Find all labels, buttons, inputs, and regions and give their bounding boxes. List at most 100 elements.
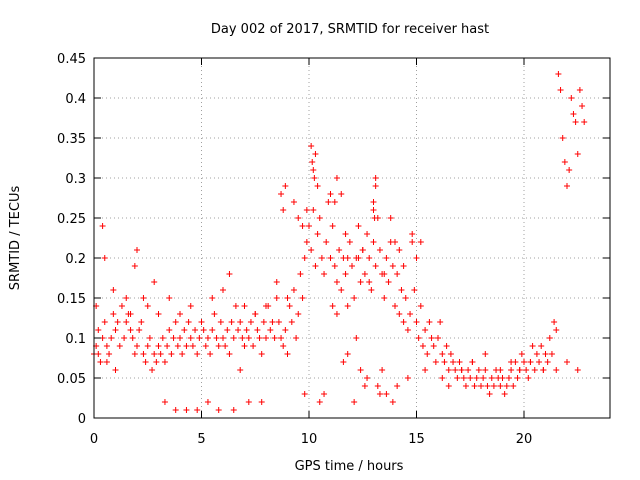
- plot-frame: [93, 57, 611, 419]
- x-axis-label: GPS time / hours: [295, 459, 404, 474]
- data-point: [439, 351, 446, 357]
- data-point: [215, 343, 222, 349]
- data-point: [295, 215, 302, 221]
- data-point: [417, 303, 424, 309]
- data-point: [527, 359, 534, 365]
- data-point: [454, 375, 461, 381]
- data-point: [396, 247, 403, 253]
- data-point: [280, 343, 287, 349]
- data-point: [376, 247, 383, 253]
- data-point: [123, 319, 130, 325]
- data-point: [226, 271, 233, 277]
- data-point: [311, 175, 318, 181]
- axis-ticks: [93, 57, 610, 419]
- data-point: [516, 367, 523, 373]
- data-point: [101, 255, 108, 261]
- data-point: [478, 383, 484, 389]
- data-point: [465, 367, 472, 373]
- data-point: [381, 271, 388, 277]
- data-point: [400, 319, 407, 325]
- data-point: [220, 287, 226, 293]
- data-point: [108, 335, 115, 341]
- y-tick-label: 0.45: [57, 52, 86, 67]
- data-point: [508, 367, 515, 373]
- data-point: [462, 383, 469, 389]
- data-point: [400, 263, 407, 269]
- data-point: [411, 287, 418, 293]
- data-point: [252, 311, 259, 317]
- data-point: [239, 335, 246, 341]
- data-point: [458, 367, 465, 373]
- x-tick-label: 10: [301, 432, 318, 447]
- data-point: [368, 287, 375, 293]
- data-point: [430, 343, 437, 349]
- data-point: [230, 335, 237, 341]
- data-point: [576, 87, 583, 93]
- data-point: [308, 143, 315, 149]
- data-point: [222, 343, 229, 349]
- data-point: [364, 375, 371, 381]
- data-point: [574, 151, 581, 157]
- data-point: [172, 407, 179, 413]
- y-tick-label: 0: [78, 412, 86, 427]
- data-point: [394, 383, 401, 389]
- chart-title: Day 002 of 2017, SRMTID for receiver has…: [211, 22, 489, 37]
- data-point: [353, 335, 360, 341]
- data-point: [318, 255, 325, 261]
- x-tick-label: 15: [408, 432, 425, 447]
- data-point: [138, 319, 145, 325]
- data-point: [445, 367, 452, 373]
- data-point: [284, 351, 291, 357]
- data-point: [140, 295, 147, 301]
- data-point: [161, 399, 168, 405]
- data-point: [370, 199, 377, 205]
- data-point: [174, 343, 181, 349]
- data-point: [357, 367, 364, 373]
- data-point: [157, 351, 164, 357]
- data-point: [187, 303, 194, 309]
- data-point: [366, 255, 373, 261]
- data-point: [200, 327, 207, 333]
- data-point: [179, 351, 186, 357]
- y-tick-label: 0.15: [57, 292, 86, 307]
- data-point: [561, 159, 568, 165]
- data-point: [366, 279, 373, 285]
- data-point: [228, 319, 235, 325]
- data-point: [379, 367, 386, 373]
- data-point: [370, 239, 377, 245]
- data-point: [241, 343, 248, 349]
- x-tick-label: 20: [516, 432, 533, 447]
- data-point: [215, 407, 222, 413]
- data-point: [166, 327, 173, 333]
- data-point: [355, 223, 362, 229]
- data-point: [443, 343, 450, 349]
- data-point: [131, 351, 138, 357]
- data-point: [134, 247, 140, 253]
- data-point: [426, 319, 433, 325]
- data-point: [325, 199, 332, 205]
- data-point: [181, 327, 188, 333]
- data-point: [581, 119, 588, 125]
- data-point: [572, 119, 579, 125]
- data-point: [230, 407, 237, 413]
- data-point: [278, 191, 285, 197]
- data-point: [217, 319, 224, 325]
- data-point: [308, 247, 315, 253]
- data-point: [95, 327, 102, 333]
- data-point: [310, 207, 317, 213]
- data-point: [220, 335, 226, 341]
- data-point: [508, 359, 515, 365]
- x-tick-label: 0: [90, 432, 98, 447]
- data-point: [282, 183, 289, 189]
- data-point: [256, 335, 263, 341]
- data-point: [398, 287, 405, 293]
- data-point: [566, 167, 573, 173]
- data-point: [344, 255, 351, 261]
- data-point: [428, 335, 435, 341]
- data-point: [237, 367, 244, 373]
- data-point: [288, 319, 295, 325]
- data-point: [407, 311, 414, 317]
- tick-labels: 0 0.05 0.1 0.15 0.2 0.25 0.3 0.35 0.4 0.45 0 5 10 15 2…: [57, 52, 532, 447]
- data-point: [383, 391, 390, 397]
